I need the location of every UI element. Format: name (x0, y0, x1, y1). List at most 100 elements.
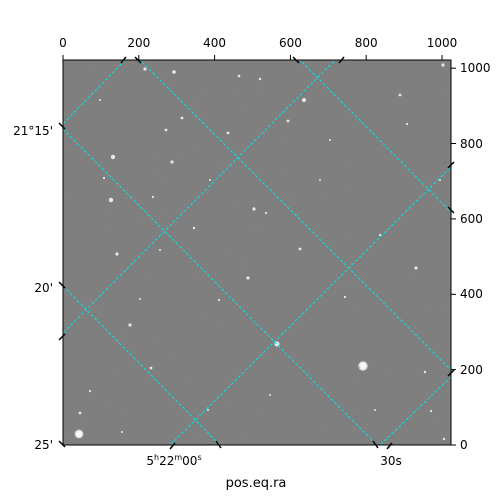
top-tick-label-200: 200 (127, 36, 150, 50)
noise-speck (127, 61, 129, 63)
ra-grid-line-45s (299, 60, 451, 213)
plot-frame (62, 59, 452, 446)
star (121, 431, 123, 433)
ra-tick-top-c (292, 56, 300, 64)
right-tick-label-200: 200 (460, 363, 483, 377)
noise-speck (407, 425, 409, 426)
right-tick-label-600: 600 (460, 212, 483, 226)
noise-speck (224, 251, 226, 253)
noise-speck (117, 205, 119, 207)
star (151, 195, 155, 199)
star (302, 98, 306, 102)
noise-speck (245, 108, 246, 110)
noise-speck (64, 436, 66, 438)
noise-speck (241, 393, 243, 395)
noise-speck (243, 156, 245, 158)
noise-speck (240, 395, 241, 397)
noise-speck (353, 306, 354, 308)
noise-speck (269, 263, 271, 265)
star-field (63, 60, 451, 443)
noise-speck (112, 340, 114, 342)
star (423, 370, 427, 374)
noise-speck (323, 197, 325, 199)
noise-speck (406, 241, 407, 243)
noise-speck (109, 179, 111, 181)
noise-speck (167, 355, 169, 357)
noise-speck (149, 210, 151, 212)
noise-speck (114, 374, 116, 376)
noise-speck (385, 384, 387, 386)
dec-grid-line-10 (63, 60, 126, 125)
noise-speck (349, 162, 350, 164)
noise-speck (323, 168, 325, 170)
top-tick-label-600: 600 (279, 36, 302, 50)
noise-speck (356, 85, 358, 87)
noise-speck (106, 186, 108, 188)
noise-speck (113, 185, 115, 187)
noise-speck (358, 140, 359, 142)
noise-speck (267, 181, 269, 183)
right-tick-label-1000: 1000 (460, 61, 491, 75)
noise-speck (407, 192, 409, 194)
noise-speck (389, 427, 390, 429)
star (172, 70, 176, 74)
top-tick-label-1000: 1000 (427, 36, 458, 50)
noise-speck (111, 210, 113, 212)
noise-speck (64, 298, 66, 300)
star (115, 252, 119, 256)
top-axis (62, 55, 443, 60)
noise-speck (431, 176, 433, 178)
noise-speck (233, 205, 235, 207)
star (442, 437, 446, 441)
noise-speck (234, 94, 236, 96)
noise-speck (97, 177, 99, 179)
noise-speck (98, 232, 100, 234)
ra-grid-line-00s (63, 285, 221, 445)
noise-speck (250, 85, 252, 87)
noise-speck (131, 319, 133, 321)
noise-speck (345, 99, 347, 101)
dec-tick-left-lower (58, 333, 66, 341)
noise-speck (318, 89, 320, 91)
dec-tick-25-left (58, 440, 66, 448)
noise-speck (438, 404, 440, 405)
noise-speck (281, 331, 283, 333)
star (207, 409, 209, 411)
noise-speck (100, 342, 101, 344)
top-tick-label-0: 0 (59, 36, 67, 50)
noise-speck (170, 195, 172, 197)
noise-speck (420, 124, 422, 126)
noise-speck (445, 231, 447, 233)
noise-speck (96, 141, 98, 142)
noise-speck (242, 120, 244, 122)
star (269, 394, 271, 396)
star (319, 179, 321, 181)
ra-minute-unit: m (174, 453, 182, 462)
noise-speck (357, 284, 359, 286)
ra-tick-bottom-30s (372, 440, 379, 449)
noise-speck (66, 351, 68, 353)
noise-speck (367, 167, 369, 169)
noise-speck (245, 266, 247, 268)
noise-speck (368, 412, 370, 414)
noise-speck (349, 190, 351, 191)
noise-speck (369, 334, 370, 336)
noise-speck (431, 60, 433, 62)
star (357, 360, 369, 372)
star (170, 160, 174, 164)
star (398, 93, 402, 97)
noise-speck (292, 192, 293, 194)
noise-speck (359, 366, 361, 368)
noise-speck (321, 331, 323, 333)
ra-minutes: 22 (159, 454, 174, 468)
noise-speck (96, 122, 97, 124)
star (286, 119, 290, 123)
noise-speck (385, 124, 387, 126)
noise-speck (159, 179, 161, 181)
right-tick-label-400: 400 (460, 287, 483, 301)
noise-speck (160, 214, 162, 216)
noise-speck (64, 147, 66, 149)
star (258, 77, 262, 81)
noise-speck (122, 332, 124, 334)
